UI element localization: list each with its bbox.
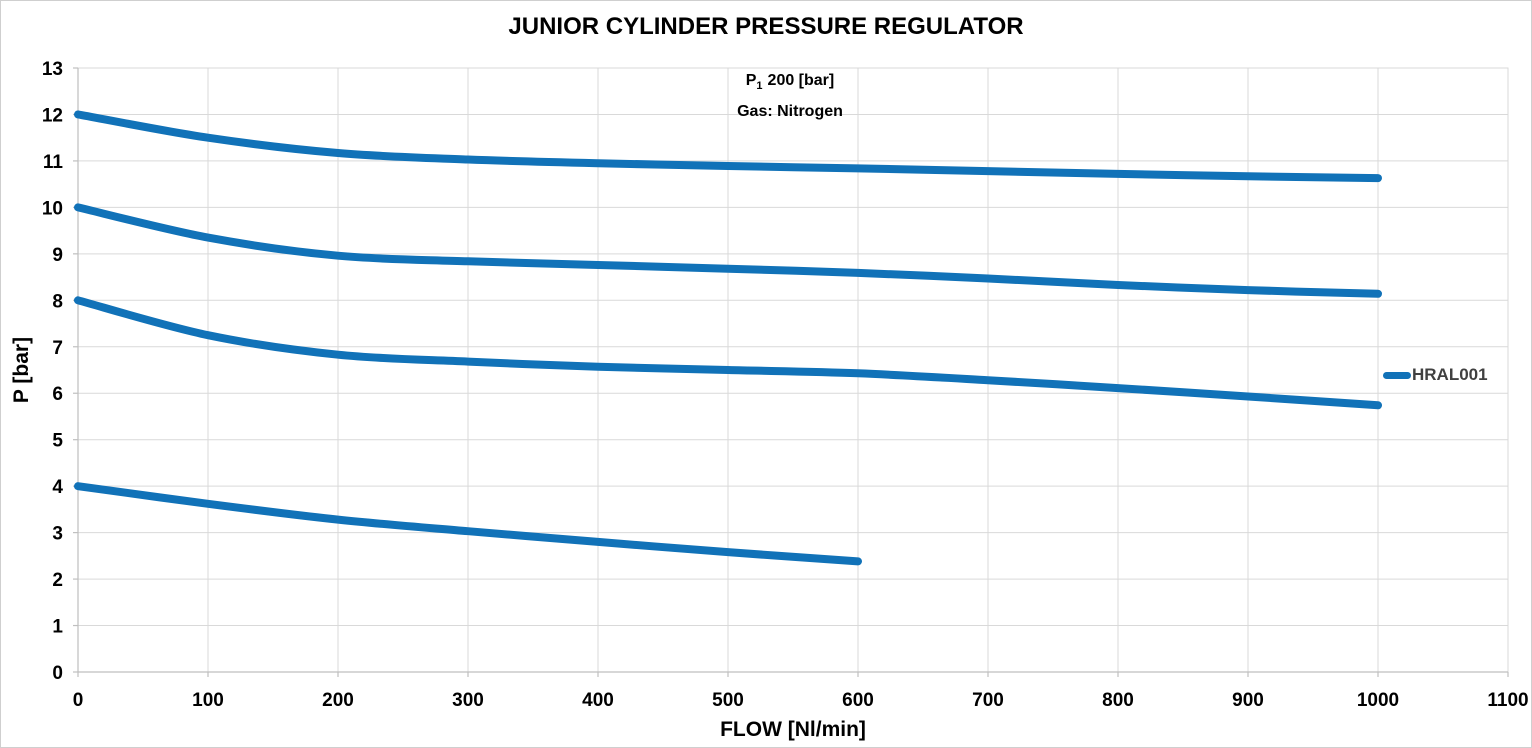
- x-tick-label: 1100: [1487, 690, 1528, 711]
- y-tick-label: 0: [52, 663, 63, 684]
- x-tick-label: 600: [842, 690, 874, 711]
- x-tick-label: 100: [192, 690, 224, 711]
- y-tick-label: 9: [52, 245, 63, 266]
- y-tick-label: 11: [43, 152, 64, 173]
- legend: HRAL001: [1383, 364, 1488, 386]
- y-tick-label: 4: [52, 477, 63, 498]
- x-tick-label: 300: [452, 690, 484, 711]
- series-curve-outlet-set-10-bar: [74, 203, 1382, 298]
- series-layer: [74, 110, 1382, 566]
- y-tick-label: 12: [42, 105, 63, 126]
- y-axis-label: P [bar]: [10, 337, 33, 403]
- y-tick-label: 5: [52, 431, 63, 452]
- x-tick-label: 0: [73, 690, 84, 711]
- legend-line-marker-icon: [1383, 371, 1411, 379]
- y-tick-label: 3: [52, 524, 63, 545]
- y-tick-label: 6: [52, 384, 63, 405]
- x-tick-label: 1000: [1357, 690, 1399, 711]
- legend-label: HRAL001: [1412, 365, 1488, 384]
- y-tick-label: 2: [52, 570, 63, 591]
- y-tick-label: 8: [52, 291, 63, 312]
- axis-layer: 0 100 200 300 400 500 600 700 800 900 1000 11000123…: [42, 59, 1529, 711]
- annotation-p-symbol: P: [745, 72, 757, 89]
- annotation-line-2: Gas: Nitrogen: [737, 103, 843, 121]
- x-tick-label: 400: [582, 690, 614, 711]
- series-curve-outlet-set-4-bar: [74, 482, 862, 566]
- annotation-p-subscript: 1: [756, 80, 763, 93]
- x-tick-label: 700: [972, 690, 1004, 711]
- x-tick-label: 200: [322, 690, 354, 711]
- chart-title: JUNIOR CYLINDER PRESSURE REGULATOR: [508, 13, 1024, 40]
- y-tick-label: 10: [42, 198, 63, 219]
- x-axis-label: FLOW [Nl/min]: [720, 718, 866, 741]
- annotation-p-value: 200 [bar]: [767, 72, 835, 89]
- x-tick-label: 500: [712, 690, 744, 711]
- series-curve-outlet-set-8-bar: [74, 296, 1382, 410]
- annotation-line-1: P1 200 [bar]: [737, 68, 843, 99]
- x-tick-label: 900: [1232, 690, 1264, 711]
- y-tick-label: 7: [52, 338, 63, 359]
- series-curve-outlet-set-12-bar: [74, 110, 1382, 183]
- y-tick-label: 1: [52, 617, 63, 638]
- x-tick-label: 800: [1102, 690, 1134, 711]
- y-tick-label: 13: [42, 59, 63, 80]
- annotation: P1 200 [bar] Gas: Nitrogen: [737, 68, 843, 125]
